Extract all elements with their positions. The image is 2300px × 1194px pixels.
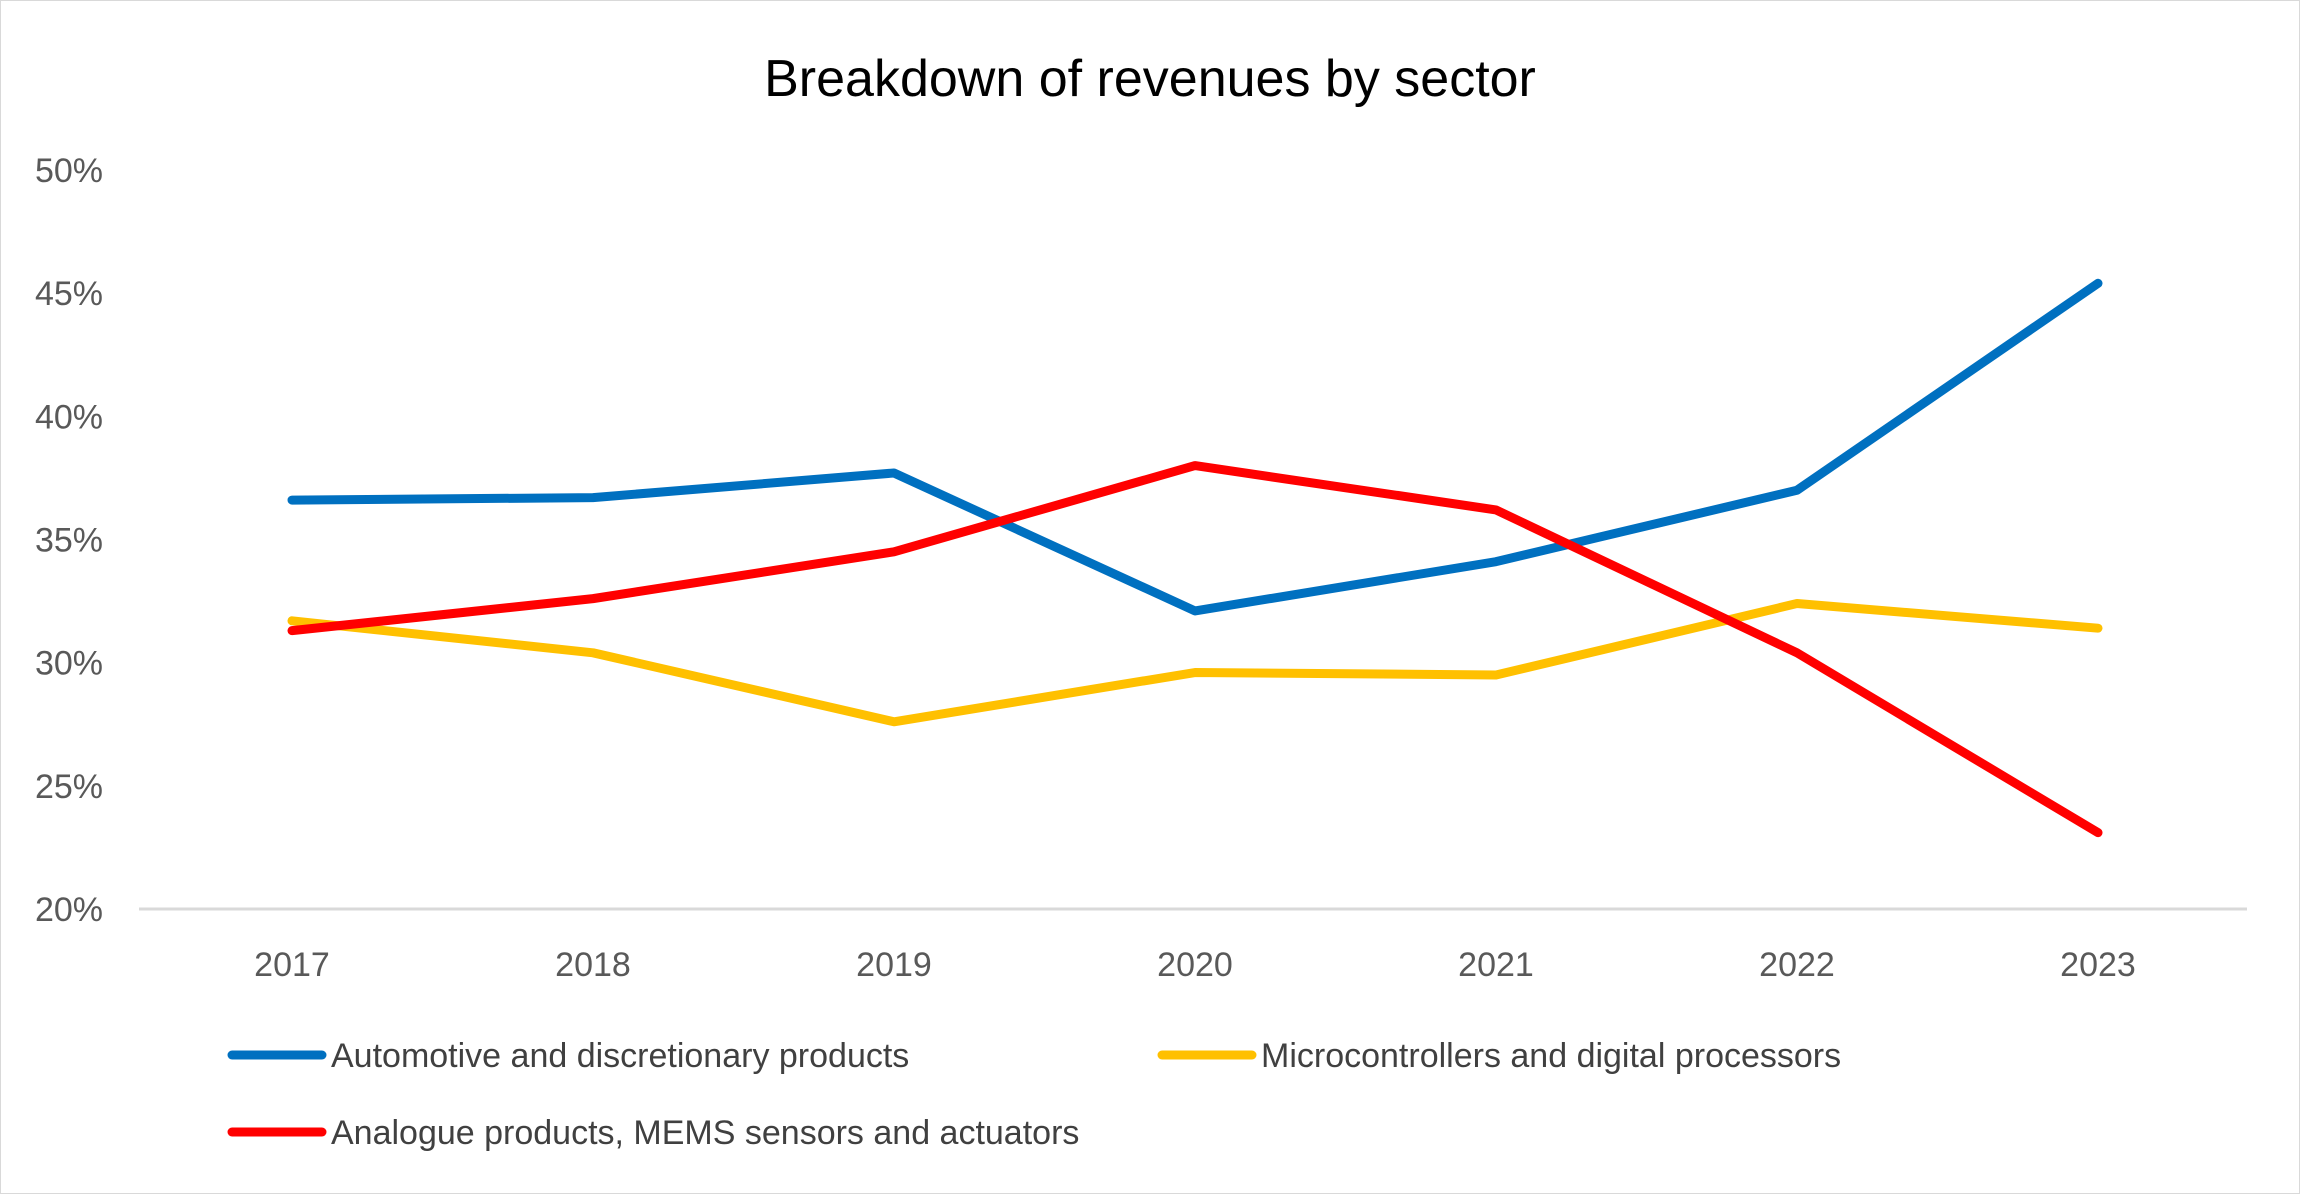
x-tick-label: 2020 [1157, 946, 1233, 984]
chart-title: Breakdown of revenues by sector [764, 50, 1536, 108]
x-tick-label: 2018 [555, 946, 631, 984]
y-tick-label: 35% [35, 522, 103, 560]
legend-label: Microcontrollers and digital processors [1261, 1037, 1841, 1075]
series-line-2 [287, 461, 2103, 838]
y-tick-label: 30% [35, 645, 103, 683]
y-tick-label: 50% [35, 152, 103, 190]
x-tick-label: 2017 [254, 946, 330, 984]
y-tick-label: 40% [35, 398, 103, 436]
legend-label: Analogue products, MEMS sensors and actu… [331, 1114, 1079, 1152]
legend-item: Analogue products, MEMS sensors and actu… [227, 1114, 1079, 1152]
legend-label: Automotive and discretionary products [331, 1037, 909, 1075]
y-tick-label: 25% [35, 768, 103, 806]
x-tick-label: 2021 [1458, 946, 1534, 984]
series-line-0 [287, 278, 2103, 616]
legend-item: Microcontrollers and digital processors [1157, 1037, 1841, 1075]
y-tick-label: 20% [35, 891, 103, 929]
x-tick-label: 2022 [1759, 946, 1835, 984]
y-tick-label: 45% [35, 275, 103, 313]
series-line-1 [287, 599, 2103, 727]
x-tick-label: 2019 [856, 946, 932, 984]
legend-item: Automotive and discretionary products [227, 1037, 909, 1075]
x-tick-label: 2023 [2060, 946, 2136, 984]
